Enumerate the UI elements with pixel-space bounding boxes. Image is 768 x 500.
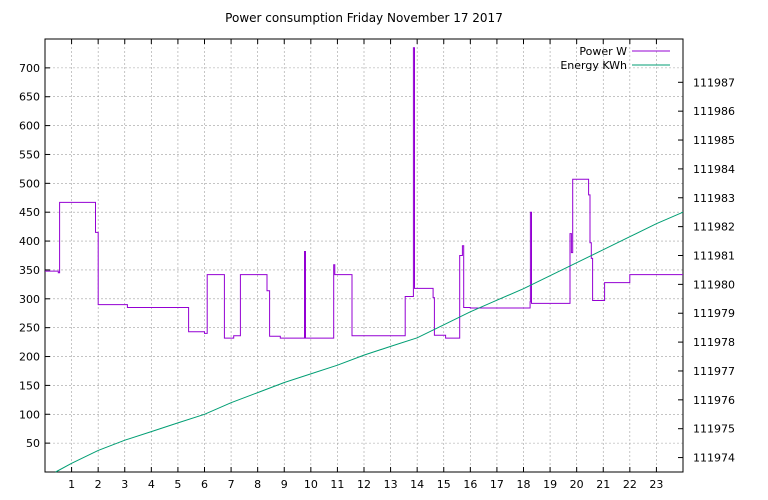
x-tick-label: 4	[148, 478, 155, 491]
axis-ticks	[45, 39, 683, 472]
y-right-tick-label: 111987	[693, 76, 735, 89]
x-tick-label: 9	[281, 478, 288, 491]
x-tick-label: 12	[357, 478, 371, 491]
y-right-tick-label: 111981	[693, 250, 735, 263]
x-tick-label: 21	[596, 478, 610, 491]
energy-kwh-series-line	[55, 211, 684, 473]
y-left-tick-label: 300	[19, 293, 40, 306]
y-left-tick-label: 650	[19, 91, 40, 104]
x-tick-label: 17	[490, 478, 504, 491]
y-left-tick-label: 250	[19, 322, 40, 335]
y-left-tick-label: 450	[19, 206, 40, 219]
x-tick-label: 14	[410, 478, 424, 491]
y-right-tick-label: 111983	[693, 192, 735, 205]
grid	[45, 39, 683, 472]
y-right-tick-label: 111978	[693, 336, 735, 349]
y-left-tick-label: 700	[19, 62, 40, 75]
series	[45, 47, 684, 473]
x-tick-label: 20	[570, 478, 584, 491]
y-left-tick-label: 350	[19, 264, 40, 277]
y-right-tick-label: 111979	[693, 307, 735, 320]
x-tick-label: 7	[228, 478, 235, 491]
energy-kwh-legend-label: Energy KWh	[560, 59, 627, 72]
y-right-tick-label: 111976	[693, 394, 735, 407]
x-tick-label: 1	[68, 478, 75, 491]
y-right-tick-label: 111984	[693, 163, 735, 176]
y-left-tick-label: 100	[19, 408, 40, 421]
x-tick-label: 8	[254, 478, 261, 491]
x-tick-label: 5	[174, 478, 181, 491]
x-tick-label: 19	[543, 478, 557, 491]
y-right-tick-label: 111982	[693, 221, 735, 234]
x-tick-label: 23	[649, 478, 663, 491]
y-right-tick-label: 111974	[693, 452, 735, 465]
x-tick-label: 11	[330, 478, 344, 491]
power-w-series-line	[45, 47, 683, 339]
x-tick-label: 22	[623, 478, 637, 491]
x-tick-label: 15	[437, 478, 451, 491]
x-tick-label: 6	[201, 478, 208, 491]
x-tick-label: 18	[517, 478, 531, 491]
y-right-tick-label: 111977	[693, 365, 735, 378]
y-right-tick-label: 111986	[693, 105, 735, 118]
y-left-tick-label: 50	[26, 437, 40, 450]
x-tick-label: 3	[121, 478, 128, 491]
x-tick-label: 16	[463, 478, 477, 491]
y-left-tick-label: 200	[19, 351, 40, 364]
y-left-tick-label: 550	[19, 148, 40, 161]
x-tick-label: 13	[384, 478, 398, 491]
tick-labels: 1 2 3 4 5 6 7 8 9 10 11 12 13 14 15 16 17 18 19 20 21 22 23501…	[19, 62, 735, 491]
y-left-tick-label: 600	[19, 120, 40, 133]
power-w-legend-label: Power W	[579, 45, 627, 58]
y-left-tick-label: 500	[19, 177, 40, 190]
y-right-tick-label: 111980	[693, 278, 735, 291]
x-tick-label: 10	[304, 478, 318, 491]
chart-title: Power consumption Friday November 17 201…	[225, 11, 503, 25]
x-tick-label: 2	[95, 478, 102, 491]
y-right-tick-label: 111985	[693, 134, 735, 147]
y-left-tick-label: 400	[19, 235, 40, 248]
y-left-tick-label: 150	[19, 379, 40, 392]
y-right-tick-label: 111975	[693, 423, 735, 436]
